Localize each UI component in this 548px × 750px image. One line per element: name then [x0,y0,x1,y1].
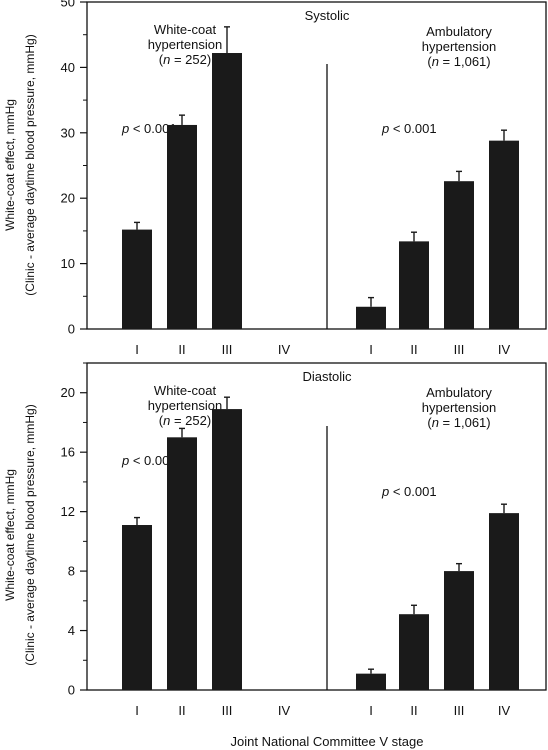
diastolic-ambulatory-category-label: III [454,703,465,718]
diastolic-ambulatory-bar [444,571,474,690]
diastolic-white-coat-bar [122,525,152,690]
diastolic-plot-frame [86,362,547,691]
y-axis-label-systolic-2: (Clinic - average daytime blood pressure… [23,34,37,295]
diastolic-white-coat-category-label: IV [278,703,291,718]
systolic-ambulatory-category-label: III [454,342,465,357]
diastolic-white-coat-bar [167,437,197,690]
systolic-white-coat-category-label: I [135,342,139,357]
systolic-y-tick-label: 50 [61,0,75,10]
x-axis-label: Joint National Committee V stage [231,734,424,749]
systolic-panel-title: Systolic [305,8,350,23]
diastolic-ambulatory-category-label: IV [498,703,511,718]
diastolic-white-coat-group-title: White-coat [154,383,217,398]
systolic-ambulatory-category-label: IV [498,342,511,357]
systolic-white-coat-group-subtitle: hypertension [148,37,222,52]
diastolic-y-tick-label: 0 [68,683,75,698]
diastolic-ambulatory-p-value: p < 0.001 [381,484,437,499]
y-axis-label-diastolic-1: White-coat effect, mmHg [3,469,17,601]
diastolic-panel: 048121620DiastolicWhite-coathypertension… [61,362,547,718]
diastolic-white-coat-group-subtitle: hypertension [148,398,222,413]
systolic-ambulatory-sample-size: (n = 1,061) [427,54,490,69]
diastolic-ambulatory-bar [356,673,386,690]
diastolic-white-coat-p-value: p < 0.001 [121,453,177,468]
diastolic-white-coat-category-label: II [178,703,185,718]
systolic-ambulatory-bar [399,241,429,329]
systolic-white-coat-p-value: p < 0.001 [121,121,177,136]
diastolic-y-tick-label: 8 [68,564,75,579]
systolic-white-coat-bar [212,53,242,330]
systolic-ambulatory-p-value: p < 0.001 [381,121,437,136]
systolic-y-tick-label: 10 [61,256,75,271]
diastolic-ambulatory-group-subtitle: hypertension [422,400,496,415]
diastolic-panel-title: Diastolic [302,369,352,384]
y-axis-label-diastolic-2: (Clinic - average daytime blood pressure… [23,404,37,665]
diastolic-ambulatory-group-title: Ambulatory [426,385,492,400]
diastolic-ambulatory-category-label: I [369,703,373,718]
systolic-ambulatory-category-label: I [369,342,373,357]
diastolic-ambulatory-category-label: II [410,703,417,718]
systolic-ambulatory-group-title: Ambulatory [426,24,492,39]
diastolic-y-tick-label: 12 [61,504,75,519]
systolic-ambulatory-bar [356,306,386,329]
diastolic-ambulatory-sample-size: (n = 1,061) [427,415,490,430]
systolic-ambulatory-group-subtitle: hypertension [422,39,496,54]
diastolic-ambulatory-bar [399,614,429,690]
systolic-white-coat-category-label: III [222,342,233,357]
systolic-ambulatory-category-label: II [410,342,417,357]
systolic-y-tick-label: 40 [61,60,75,75]
diastolic-white-coat-category-label: I [135,703,139,718]
diastolic-y-tick-label: 4 [68,623,75,638]
systolic-y-tick-label: 20 [61,191,75,206]
diastolic-ambulatory-bar [489,513,519,690]
systolic-ambulatory-bar [444,181,474,329]
systolic-white-coat-sample-size: (n = 252) [159,52,211,67]
systolic-white-coat-group-title: White-coat [154,22,217,37]
systolic-ambulatory-bar [489,140,519,329]
systolic-y-tick-label: 0 [68,322,75,337]
systolic-white-coat-bar [167,124,197,330]
diastolic-y-tick-label: 16 [61,445,75,460]
diastolic-white-coat-category-label: III [222,703,233,718]
diastolic-white-coat-sample-size: (n = 252) [159,413,211,428]
systolic-panel: 01020304050SystolicWhite-coathypertensio… [61,0,547,357]
systolic-white-coat-bar [122,229,152,329]
diastolic-white-coat-bar [212,409,242,690]
systolic-white-coat-category-label: IV [278,342,291,357]
systolic-y-tick-label: 30 [61,125,75,140]
systolic-white-coat-category-label: II [178,342,185,357]
diastolic-y-tick-label: 20 [61,385,75,400]
y-axis-label-systolic-1: White-coat effect, mmHg [3,99,17,231]
